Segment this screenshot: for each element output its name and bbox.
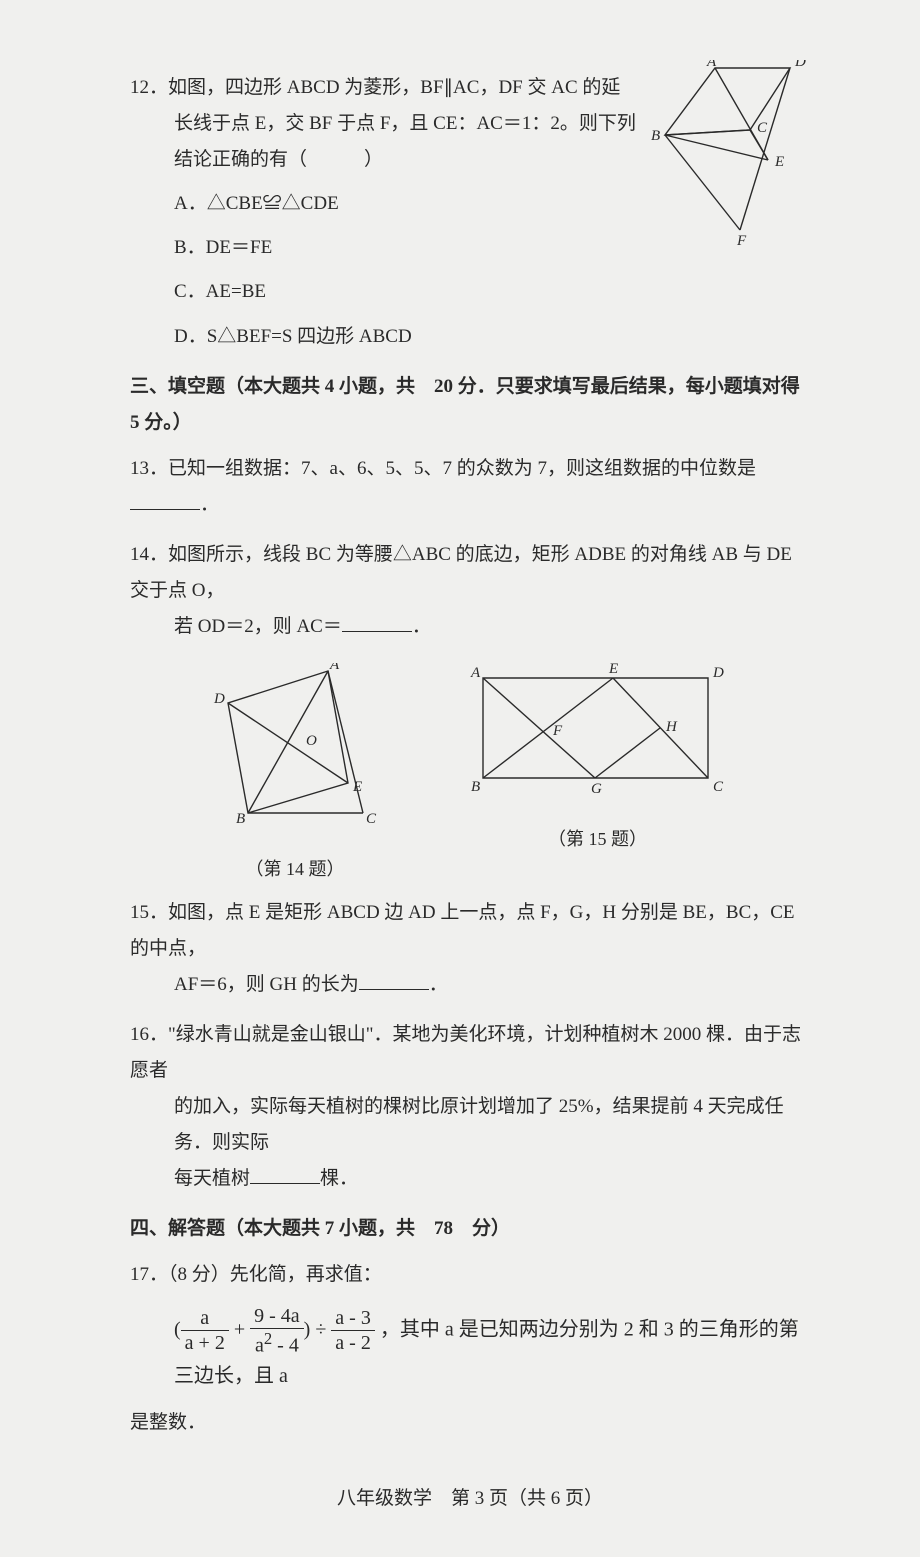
q15-blank [359, 970, 429, 990]
q17-tail2: 是整数． [130, 1412, 206, 1433]
q14-line2: 若 OD＝2，则 AC＝ ． [130, 609, 810, 645]
question-14: 14．如图所示，线段 BC 为等腰△ABC 的底边，矩形 ADBE 的对角线 A… [130, 537, 810, 645]
q17-num: 17． [130, 1264, 168, 1285]
diagram-q14: A D O E B C [208, 663, 383, 833]
svg-text:D: D [794, 60, 806, 70]
q16-stem2: 的加入，实际每天植树的棵树比原计划增加了 25%，结果提前 4 天完成任务．则实… [130, 1089, 810, 1161]
q15-stem2pre: AF＝6，则 GH 的长为 [174, 974, 359, 995]
q13-blank [130, 490, 200, 510]
q12-optC: C．AE=BE [130, 274, 810, 310]
q13-stem: 已知一组数据：7、a、6、5、5、7 的众数为 7，则这组数据的中位数是 [168, 458, 756, 479]
svg-text:F: F [736, 233, 747, 249]
section-3-heading: 三、填空题（本大题共 4 小题，共 20 分．只要求填写最后结果，每小题填对得 … [130, 369, 810, 441]
svg-text:E: E [774, 154, 784, 170]
q15-num: 15． [130, 902, 168, 923]
q17-expression: (aa + 2 + 9 - 4aa2 - 4) ÷ a - 3a - 2 ，其中… [130, 1304, 810, 1396]
question-16: 16．"绿水青山就是金山银山"．某地为美化环境，计划种植树木 2000 棵．由于… [130, 1017, 810, 1197]
q12-num: 12． [130, 77, 168, 98]
q14-stem2pre: 若 OD＝2，则 AC＝ [174, 616, 342, 637]
svg-text:C: C [757, 120, 768, 136]
q16-line3: 每天植树 棵． [130, 1161, 810, 1197]
question-17: 17．（8 分）先化简，再求值： (aa + 2 + 9 - 4aa2 - 4)… [130, 1257, 810, 1441]
figure-q15: A E D B G C F H （第 15 题） [463, 663, 733, 886]
svg-text:C: C [713, 779, 724, 795]
q12-optD: D．S△BEF=S 四边形 ABCD [130, 319, 810, 355]
figures-14-15: A D O E B C （第 14 题） A E D B G C [130, 663, 810, 886]
q13-num: 13． [130, 458, 168, 479]
svg-text:E: E [608, 663, 618, 677]
q16-stem3post: 棵． [320, 1168, 358, 1189]
exam-page: A D B C E F 12．如图，四边形 ABCD 为菱形，BF∥AC，DF … [0, 0, 920, 1557]
figcap-14: （第 14 题） [208, 852, 383, 886]
q14-tail: ． [412, 616, 431, 637]
svg-text:B: B [236, 811, 245, 827]
q15-line2: AF＝6，则 GH 的长为 ． [130, 967, 810, 1003]
svg-text:D: D [712, 665, 724, 681]
section-4-heading: 四、解答题（本大题共 7 小题，共 78 分） [130, 1211, 810, 1247]
svg-text:B: B [471, 779, 480, 795]
svg-text:A: A [706, 60, 717, 70]
svg-text:G: G [591, 781, 602, 797]
svg-text:F: F [552, 723, 563, 739]
svg-text:D: D [213, 691, 225, 707]
question-13: 13．已知一组数据：7、a、6、5、5、7 的众数为 7，则这组数据的中位数是 … [130, 451, 810, 523]
figcap-15: （第 15 题） [463, 822, 733, 856]
svg-text:A: A [470, 665, 481, 681]
q16-stem1: "绿水青山就是金山银山"．某地为美化环境，计划种植树木 2000 棵．由于志愿者 [130, 1024, 801, 1081]
question-15: 15．如图，点 E 是矩形 ABCD 边 AD 上一点，点 F，G，H 分别是 … [130, 895, 810, 1003]
q16-num: 16． [130, 1024, 168, 1045]
figure-q14: A D O E B C （第 14 题） [208, 663, 383, 886]
q15-tail: ． [429, 974, 448, 995]
svg-text:E: E [352, 779, 362, 795]
q17-head: （8 分）先化简，再求值： [168, 1264, 382, 1285]
q14-blank [342, 612, 412, 632]
page-footer: 八年级数学 第 3 页（共 6 页） [130, 1481, 810, 1517]
question-12: A D B C E F 12．如图，四边形 ABCD 为菱形，BF∥AC，DF … [130, 70, 810, 355]
q14-num: 14． [130, 544, 168, 565]
svg-text:A: A [329, 663, 340, 673]
q14-stem: 如图所示，线段 BC 为等腰△ABC 的底边，矩形 ADBE 的对角线 AB 与… [130, 544, 792, 601]
diagram-q12: A D B C E F [645, 60, 820, 255]
q13-tail: ． [200, 494, 219, 515]
q16-blank [250, 1164, 320, 1184]
figure-q12: A D B C E F [645, 60, 820, 268]
q12-stem1: 如图，四边形 ABCD 为菱形，BF∥AC，DF 交 AC 的延 [168, 77, 620, 98]
diagram-q15: A E D B G C F H [463, 663, 733, 803]
svg-text:B: B [651, 128, 660, 144]
svg-text:C: C [366, 811, 377, 827]
q15-stem: 如图，点 E 是矩形 ABCD 边 AD 上一点，点 F，G，H 分别是 BE，… [130, 902, 795, 959]
svg-text:O: O [306, 733, 317, 749]
svg-text:H: H [665, 719, 678, 735]
q16-stem3pre: 每天植树 [174, 1168, 250, 1189]
